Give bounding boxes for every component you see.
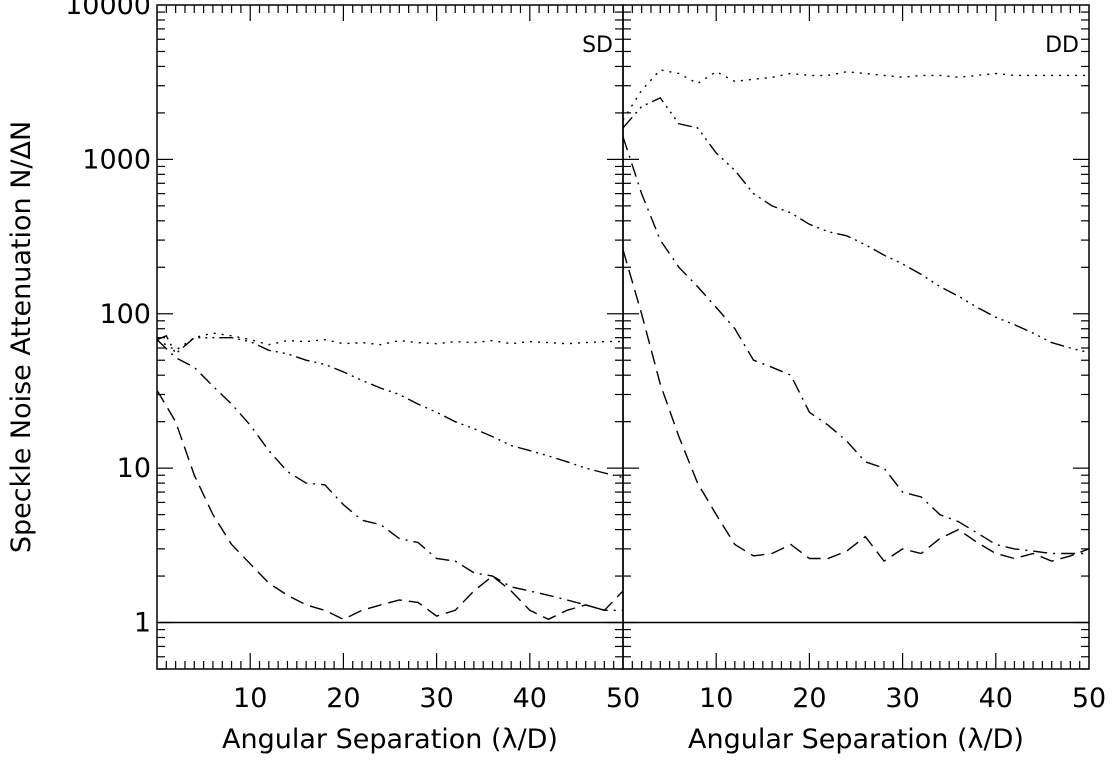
panel-sd: 10 20 30 40 50 1 10 100 1000 10000 Angular Separat… [6, 0, 640, 755]
series-line-dotted [623, 69, 1089, 121]
series-line-dashed [623, 249, 1089, 563]
series-line-dash-dot [623, 136, 1089, 555]
x-tick-label: 30 [885, 683, 919, 714]
series-line-dash-dot-dot-dot [623, 97, 1089, 354]
x-tick-label: 10 [233, 683, 267, 714]
series-line-dash-dot [157, 339, 623, 611]
y-tick-label: 100 [99, 299, 151, 330]
panel-label: DD [1045, 33, 1079, 58]
y-tick-label: 10 [117, 453, 151, 484]
series-line-dash-dot-dot-dot [157, 334, 623, 479]
panel-dd: 10 20 30 40 50 Angular Separation (λ/D) DD [622, 4, 1106, 755]
x-tick-label: 20 [792, 683, 826, 714]
x-tick-label: 40 [979, 683, 1013, 714]
x-tick-label: 20 [326, 683, 360, 714]
plot-frame [622, 4, 1090, 670]
x-tick-label: 50 [1072, 683, 1106, 714]
y-tick-label: 1000 [82, 144, 151, 175]
series-line-dotted [157, 332, 623, 352]
y-axis-title: Speckle Noise Attenuation N/ΔN [6, 121, 37, 553]
y-tick-label: 1 [134, 608, 151, 639]
x-tick-label: 30 [419, 683, 453, 714]
panel-label: SD [582, 33, 613, 58]
x-axis-title: Angular Separation (λ/D) [222, 724, 558, 755]
x-tick-label: 40 [513, 683, 547, 714]
x-tick-label: 10 [699, 683, 733, 714]
series-line-dashed [157, 389, 623, 621]
x-tick-label: 50 [606, 683, 640, 714]
y-tick-label: 10000 [65, 0, 151, 21]
x-axis-title: Angular Separation (λ/D) [688, 724, 1024, 755]
